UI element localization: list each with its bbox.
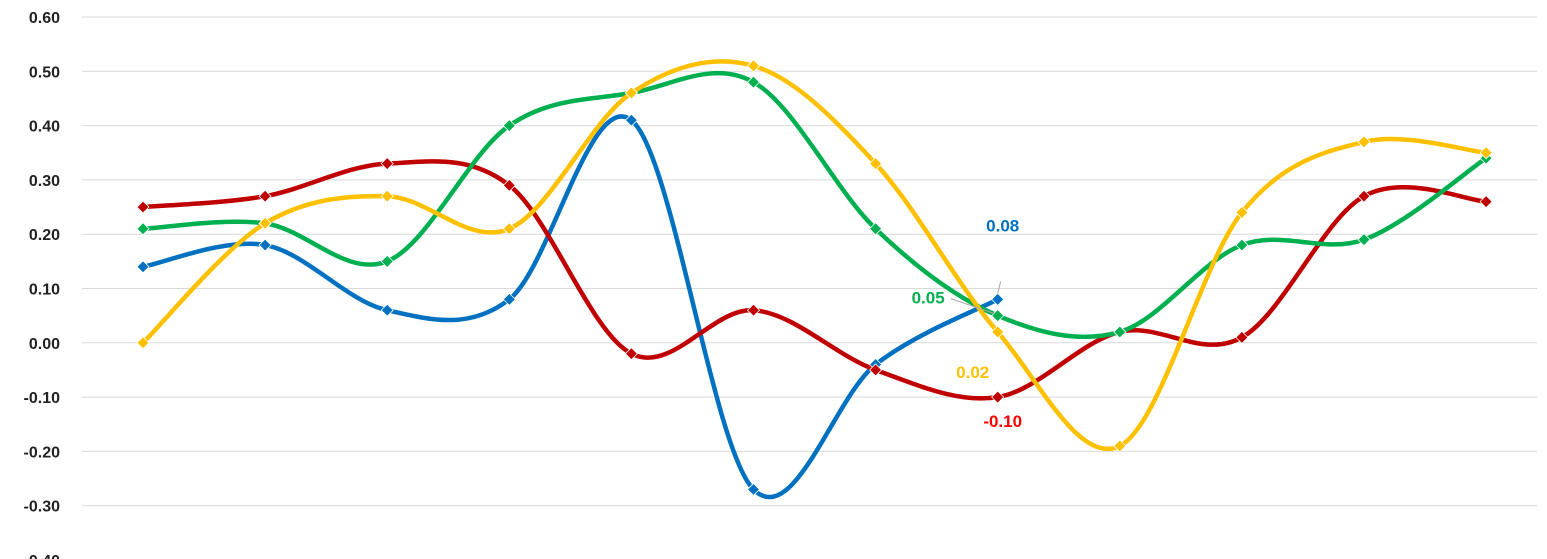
data-label: 0.02 [956,363,989,382]
data-point-marker [258,216,272,230]
y-tick-label: -0.40 [24,553,61,559]
data-point-marker [746,482,761,496]
data-point-marker [624,86,638,100]
data-point-marker [380,157,394,171]
series-line-3 [140,71,1489,340]
data-point-marker [502,292,516,306]
data-point-marker [380,189,394,203]
y-tick-label: 0.60 [29,10,60,27]
y-tick-label: 0.50 [29,64,60,81]
y-tick-label: -0.10 [24,390,61,407]
data-point-marker [380,303,394,317]
data-label: -0.10 [983,412,1022,431]
data-labels: 0.08 -0.10 0.05 0.02 [912,216,1022,431]
y-tick-label: -0.20 [24,444,61,461]
y-tick-label: 0.00 [29,336,60,353]
data-point-marker [1113,325,1127,339]
data-point-marker [1235,330,1249,344]
y-tick-label: 0.40 [29,119,60,136]
series-line-1 [140,114,1000,500]
data-point-marker [624,113,638,127]
data-point-marker [1357,233,1371,247]
data-point-marker [1235,205,1249,220]
data-point-marker [746,75,761,89]
y-tick-label: 0.10 [29,282,60,299]
y-axis-tick-labels: 0.60 0.50 0.40 0.30 0.20 0.10 0.00 -0.10 -0.20 -0… [24,10,61,559]
series-markers [136,59,1493,496]
leader-line [950,298,995,315]
y-tick-label: 0.20 [29,227,60,244]
data-point-marker [136,222,150,236]
y-tick-label: -0.30 [24,499,61,516]
data-point-marker [869,222,883,236]
data-point-marker [869,157,883,171]
data-point-marker [746,303,761,317]
data-point-marker [1235,238,1249,252]
data-point-marker [136,336,150,350]
y-tick-label: 0.30 [29,173,60,190]
data-label: 0.05 [912,289,945,308]
data-label: 0.08 [986,216,1019,235]
data-point-marker [991,390,1005,404]
data-point-marker [258,238,272,252]
data-point-marker [746,59,761,73]
data-point-marker [624,347,638,361]
leader-line [997,281,1002,294]
data-point-marker [991,325,1005,339]
data-point-marker [869,363,883,377]
data-point-marker [1357,135,1371,149]
data-point-marker [991,292,1005,306]
data-point-marker [502,222,516,236]
data-point-marker [1479,146,1493,160]
data-point-marker [136,200,150,214]
data-point-marker [1113,439,1127,453]
data-point-marker [136,260,150,274]
data-point-marker [258,189,272,203]
series-lines [140,59,1489,500]
data-point-marker [1479,195,1493,209]
data-point-marker [502,119,516,133]
data-point-marker [502,178,516,192]
series-line-4 [140,59,1489,451]
data-point-marker [380,254,394,268]
data-point-marker [1357,189,1371,203]
